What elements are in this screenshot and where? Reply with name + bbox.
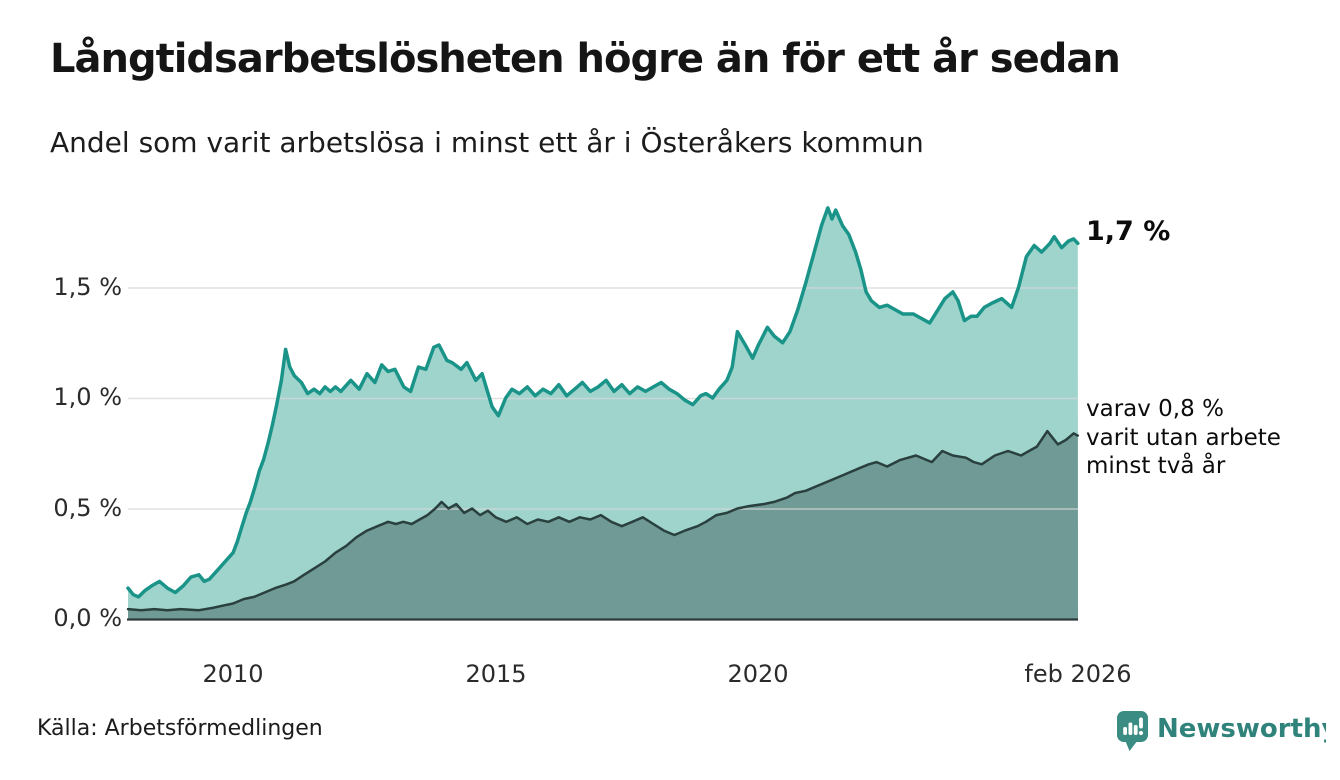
two-year-annotation-line-2: varit utan arbete bbox=[1086, 424, 1281, 451]
chart-subtitle: Andel som varit arbetslösa i minst ett å… bbox=[50, 126, 924, 159]
page-title: Långtidsarbetslösheten högre än för ett … bbox=[50, 36, 1121, 82]
y-tick-0-5: 0,5 % bbox=[53, 493, 122, 522]
y-tick-1-5: 1,5 % bbox=[53, 272, 122, 301]
newsworthy-bubble-icon bbox=[1117, 711, 1148, 751]
series-1yr-line bbox=[126, 206, 1080, 599]
series-2yr-area bbox=[128, 431, 1078, 619]
x-tick-2020: 2020 bbox=[727, 660, 789, 688]
y-tick-0-0: 0,0 % bbox=[53, 604, 122, 632]
two-year-annotation-line-1: varav 0,8 % bbox=[1086, 396, 1224, 422]
x-tick-2010: 2010 bbox=[202, 660, 264, 688]
source-credit: Källa: Arbetsförmedlingen bbox=[37, 716, 323, 741]
two-year-annotation-line-3: minst två år bbox=[1086, 453, 1226, 479]
series-2yr-line bbox=[126, 429, 1080, 612]
x-tick-feb-2026: feb 2026 bbox=[1024, 660, 1132, 688]
gridlines bbox=[128, 287, 1078, 510]
newsworthy-wordmark: Newsworthy bbox=[1157, 714, 1326, 744]
latest-value-label: 1,7 % bbox=[1086, 216, 1171, 247]
bar-chart-glyph bbox=[1123, 717, 1144, 736]
newsworthy-logo: Newsworthy bbox=[1117, 711, 1326, 751]
y-tick-1-0: 1,0 % bbox=[53, 383, 122, 411]
two-year-annotation: varav 0,8 % varit utan arbete minst två … bbox=[1086, 395, 1281, 481]
x-tick-2015: 2015 bbox=[465, 660, 527, 688]
